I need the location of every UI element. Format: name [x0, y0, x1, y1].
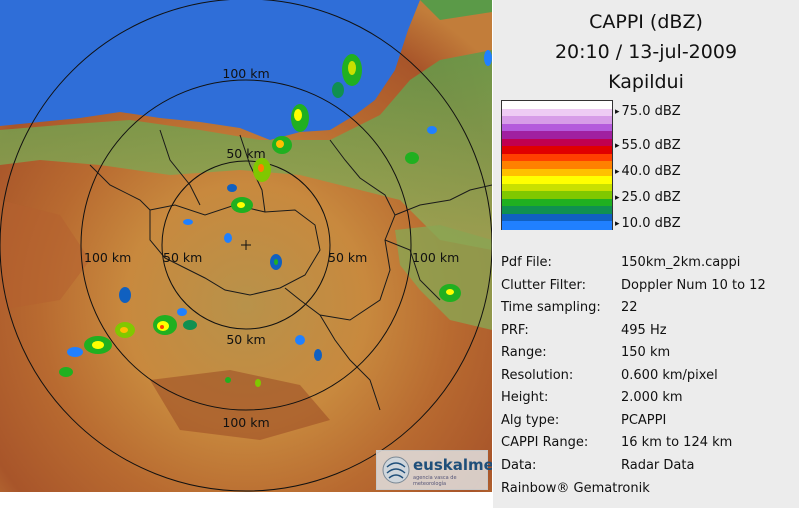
- metadata-key: Pdf File:: [501, 255, 552, 270]
- metadata-key: Height:: [501, 390, 549, 405]
- metadata-key: Data:: [501, 457, 537, 473]
- metadata-key: CAPPI Range:: [501, 435, 589, 450]
- ring-label-west-100: 100 km: [84, 250, 131, 265]
- legend-color-band: [502, 101, 612, 110]
- metadata-row: Range: 150 km: [501, 342, 797, 365]
- western-highland-terrain: [0, 200, 90, 310]
- ring-label-south-100: 100 km: [222, 415, 269, 430]
- dbz-color-legend: 75.0 dBZ 55.0 dBZ 40.0 dBZ 25.0 dBZ 10.0…: [501, 100, 711, 235]
- legend-color-band: [502, 153, 612, 162]
- eastern-valley-terrain: [395, 225, 492, 330]
- product-info-panel: CAPPI (dBZ) 20:10 / 13-jul-2009 Kapildui…: [493, 0, 799, 508]
- metadata-value: 22: [621, 300, 638, 315]
- legend-color-band: [502, 183, 612, 192]
- metadata-row: Alg type: PCAPPI: [501, 410, 797, 433]
- metadata-key: Resolution:: [501, 367, 574, 383]
- bay-of-biscay-sea: [0, 0, 420, 140]
- metadata-value: Doppler Num 10 to 12: [621, 277, 766, 293]
- legend-color-band: [502, 131, 612, 140]
- metadata-value: Radar Data: [621, 457, 695, 473]
- vendor-credit: Rainbow® Gematronik: [501, 481, 650, 496]
- metadata-value: 0.600 km/pixel: [621, 367, 718, 383]
- ring-label-north-100: 100 km: [222, 66, 269, 81]
- northeast-coast-land: [420, 0, 492, 20]
- product-metadata-list: Pdf File: 150km_2km.cappi Clutter Filter: D…: [501, 252, 797, 477]
- radar-map-canvas: 100 km 50 km 100 km 50 km 50 km 100 km 5…: [0, 0, 492, 492]
- range-rings: [0, 0, 492, 492]
- legend-color-band: [502, 168, 612, 177]
- metadata-key: Range:: [501, 345, 547, 360]
- legend-color-band: [502, 161, 612, 170]
- legend-color-band: [502, 176, 612, 185]
- legend-label-10: 10.0 dBZ: [615, 216, 681, 233]
- metadata-key: Time sampling:: [501, 300, 601, 315]
- logo-subtitle: agencia vasca de meteorología: [413, 475, 457, 487]
- legend-label-55: 55.0 dBZ: [615, 138, 681, 155]
- metadata-value: 495 Hz: [621, 322, 667, 338]
- product-title: CAPPI (dBZ): [589, 11, 703, 33]
- radar-station-name: Kapildui: [608, 71, 684, 93]
- legend-label-75: 75.0 dBZ: [615, 104, 681, 121]
- legend-label-40: 40.0 dBZ: [615, 164, 681, 181]
- metadata-row: Pdf File: 150km_2km.cappi: [501, 252, 797, 275]
- metadata-value: PCAPPI: [621, 412, 667, 428]
- legend-color-band: [502, 123, 612, 132]
- metadata-key: Clutter Filter:: [501, 277, 586, 293]
- logo-wordmark: euskalmet: [413, 456, 492, 474]
- metadata-value: 16 km to 124 km: [621, 435, 733, 450]
- metadata-value: 150km_2km.cappi: [621, 255, 741, 270]
- ring-label-north-50: 50 km: [226, 146, 265, 161]
- metadata-row: Data: Radar Data: [501, 455, 797, 478]
- legend-color-band: [502, 213, 612, 223]
- metadata-row: Time sampling: 22: [501, 297, 797, 320]
- legend-color-band: [502, 191, 612, 200]
- legend-color-band: [502, 198, 612, 207]
- ring-label-south-50: 50 km: [226, 332, 265, 347]
- radar-site-marker: [241, 240, 251, 250]
- administrative-borders: [89, 129, 492, 411]
- ring-label-east-100: 100 km: [412, 250, 459, 265]
- product-datetime: 20:10 / 13-jul-2009: [554, 41, 738, 63]
- metadata-row: CAPPI Range: 16 km to 124 km: [501, 432, 797, 455]
- coastal-green-terrain: [0, 50, 492, 250]
- metadata-row: Clutter Filter: Doppler Num 10 to 12: [501, 275, 797, 298]
- legend-color-scale: [501, 100, 613, 230]
- metadata-value: 2.000 km: [621, 390, 683, 405]
- metadata-row: Height: 2.000 km: [501, 387, 797, 410]
- metadata-row: PRF: 495 Hz: [501, 320, 797, 343]
- metadata-key: Alg type:: [501, 412, 560, 428]
- legend-color-band: [502, 108, 612, 117]
- legend-color-band: [502, 221, 612, 230]
- range-ring-labels: 100 km 50 km 100 km 50 km 50 km 100 km 5…: [84, 66, 459, 430]
- legend-color-band: [502, 138, 612, 147]
- radar-map[interactable]: 100 km 50 km 100 km 50 km 50 km 100 km 5…: [0, 0, 492, 492]
- legend-label-25: 25.0 dBZ: [615, 190, 681, 207]
- euskalmet-emblem-icon: [382, 456, 410, 484]
- radar-echoes: [59, 50, 492, 387]
- ring-label-west-50: 50 km: [163, 250, 202, 265]
- metadata-key: PRF:: [501, 322, 529, 338]
- metadata-row: Resolution: 0.600 km/pixel: [501, 365, 797, 388]
- legend-color-band: [502, 116, 612, 125]
- euskalmet-logo: euskalmet agencia vasca de meteorología: [376, 450, 492, 490]
- legend-color-band: [502, 146, 612, 155]
- metadata-value: 150 km: [621, 345, 671, 360]
- ring-label-east-50: 50 km: [328, 250, 367, 265]
- southern-highland-terrain: [150, 370, 330, 440]
- legend-color-band: [502, 206, 612, 215]
